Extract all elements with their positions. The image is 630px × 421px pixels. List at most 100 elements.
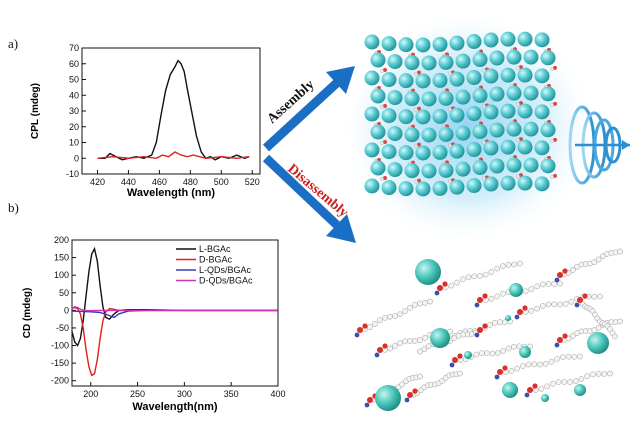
quantum-dot-sphere <box>541 394 549 402</box>
chain-bead <box>484 350 490 357</box>
tube-atom <box>383 140 387 144</box>
tube-atom <box>417 178 421 183</box>
chain-bead <box>448 282 455 289</box>
y-tick-label: 30 <box>69 106 79 116</box>
chain-bead <box>534 283 540 290</box>
x-tick-label: 520 <box>245 177 260 187</box>
tube-particle <box>466 178 482 194</box>
chain-bead <box>367 324 373 330</box>
y-tick-label: 200 <box>54 235 69 245</box>
tube-particle <box>500 175 516 191</box>
nitrogen-atom <box>514 314 520 320</box>
series-line-1 <box>71 246 278 347</box>
chain-bead <box>550 380 556 387</box>
tube-particle <box>381 144 397 160</box>
tube-particle <box>398 181 414 197</box>
chain-bead <box>494 293 500 300</box>
tube-particle <box>404 127 420 143</box>
chain-bead <box>392 343 398 349</box>
tube-particle <box>432 144 448 160</box>
tube-particle <box>415 181 431 197</box>
tube-atom <box>516 102 520 106</box>
tube-particle <box>506 85 522 101</box>
tube-particle <box>398 145 414 161</box>
disassembly-arrow <box>262 154 356 243</box>
chain-bead <box>555 379 562 385</box>
chain-bead <box>417 387 424 394</box>
chain-bead <box>565 353 572 360</box>
tube-particle <box>438 90 454 106</box>
cpl-chart: -10 0 10 20 30 40 50 60 70 420 440 460 480 500 520 Wa… <box>30 43 261 199</box>
chain-bead <box>508 368 515 374</box>
chain-bead <box>488 295 495 302</box>
tube-atom <box>380 141 384 145</box>
tube-particle <box>449 107 465 123</box>
chain-bead <box>534 305 540 312</box>
chain-bead <box>407 304 413 311</box>
chain-bead <box>505 262 512 268</box>
chain-bead <box>617 248 623 255</box>
nitrogen-atom <box>354 332 360 338</box>
y-tick-label: 0 <box>74 153 79 163</box>
tube-particle <box>432 180 448 196</box>
tube-atom <box>519 101 523 106</box>
chain-bead <box>422 299 428 306</box>
chain-bead <box>460 276 466 283</box>
oxygen-atom <box>482 323 488 329</box>
tube-atom <box>380 177 384 181</box>
tube-particle <box>449 35 465 51</box>
tube-atom <box>482 68 486 73</box>
legend-label: L-QDs/BGAc <box>199 265 252 275</box>
tube-particle <box>370 88 386 104</box>
nitrogen-atom <box>554 342 560 348</box>
chain-bead <box>455 332 462 339</box>
tube-particle <box>404 55 420 71</box>
tube-atom <box>482 104 486 109</box>
tube-particle <box>500 103 516 119</box>
y-tick-label: 70 <box>69 43 79 53</box>
x-tick-label: 250 <box>130 389 145 399</box>
chain-bead <box>548 358 555 365</box>
tube-particle <box>370 52 386 68</box>
legend-label: D-BGAc <box>199 255 233 265</box>
tube-particle <box>404 163 420 179</box>
tube-particle <box>387 90 403 106</box>
tube-particle <box>381 36 397 52</box>
y-tick-label: -50 <box>56 323 69 333</box>
nitrogen-atom <box>474 332 480 338</box>
tube-particle <box>472 124 488 140</box>
quantum-dot-sphere <box>587 332 609 354</box>
tube-particle <box>534 68 550 84</box>
tube-particle <box>364 178 380 194</box>
chain-bead <box>477 273 483 279</box>
tube-particle <box>483 32 499 48</box>
y-tick-label: 50 <box>59 288 69 298</box>
tube-particle <box>466 34 482 50</box>
tube-particle <box>381 180 397 196</box>
tube-particle <box>483 68 499 84</box>
chain-bead <box>489 350 496 357</box>
nitrogen-atom <box>474 302 480 308</box>
tube-particle <box>517 103 533 119</box>
chain-bead <box>570 267 576 273</box>
tube-atom <box>448 143 452 148</box>
chain-bead <box>387 313 393 320</box>
tube-particle <box>364 70 380 86</box>
tube-particle <box>483 104 499 120</box>
series-line-1 <box>97 59 250 161</box>
tube-particle <box>455 125 471 141</box>
chain-bead <box>597 293 603 300</box>
chain-bead <box>590 371 596 378</box>
tube-atom <box>550 103 554 107</box>
chain-bead <box>540 281 546 288</box>
tube-atom <box>448 107 452 112</box>
oxygen-atom <box>477 297 483 303</box>
tube-particle <box>472 52 488 68</box>
x-tick-label: 350 <box>224 389 239 399</box>
oxygen-atom <box>517 309 523 315</box>
chain-bead <box>551 281 558 287</box>
cd-y-axis-title: CD (mdeg) <box>22 288 33 339</box>
y-tick-label: 60 <box>69 59 79 69</box>
chain-bead <box>540 303 546 309</box>
chain-bead <box>372 320 378 327</box>
